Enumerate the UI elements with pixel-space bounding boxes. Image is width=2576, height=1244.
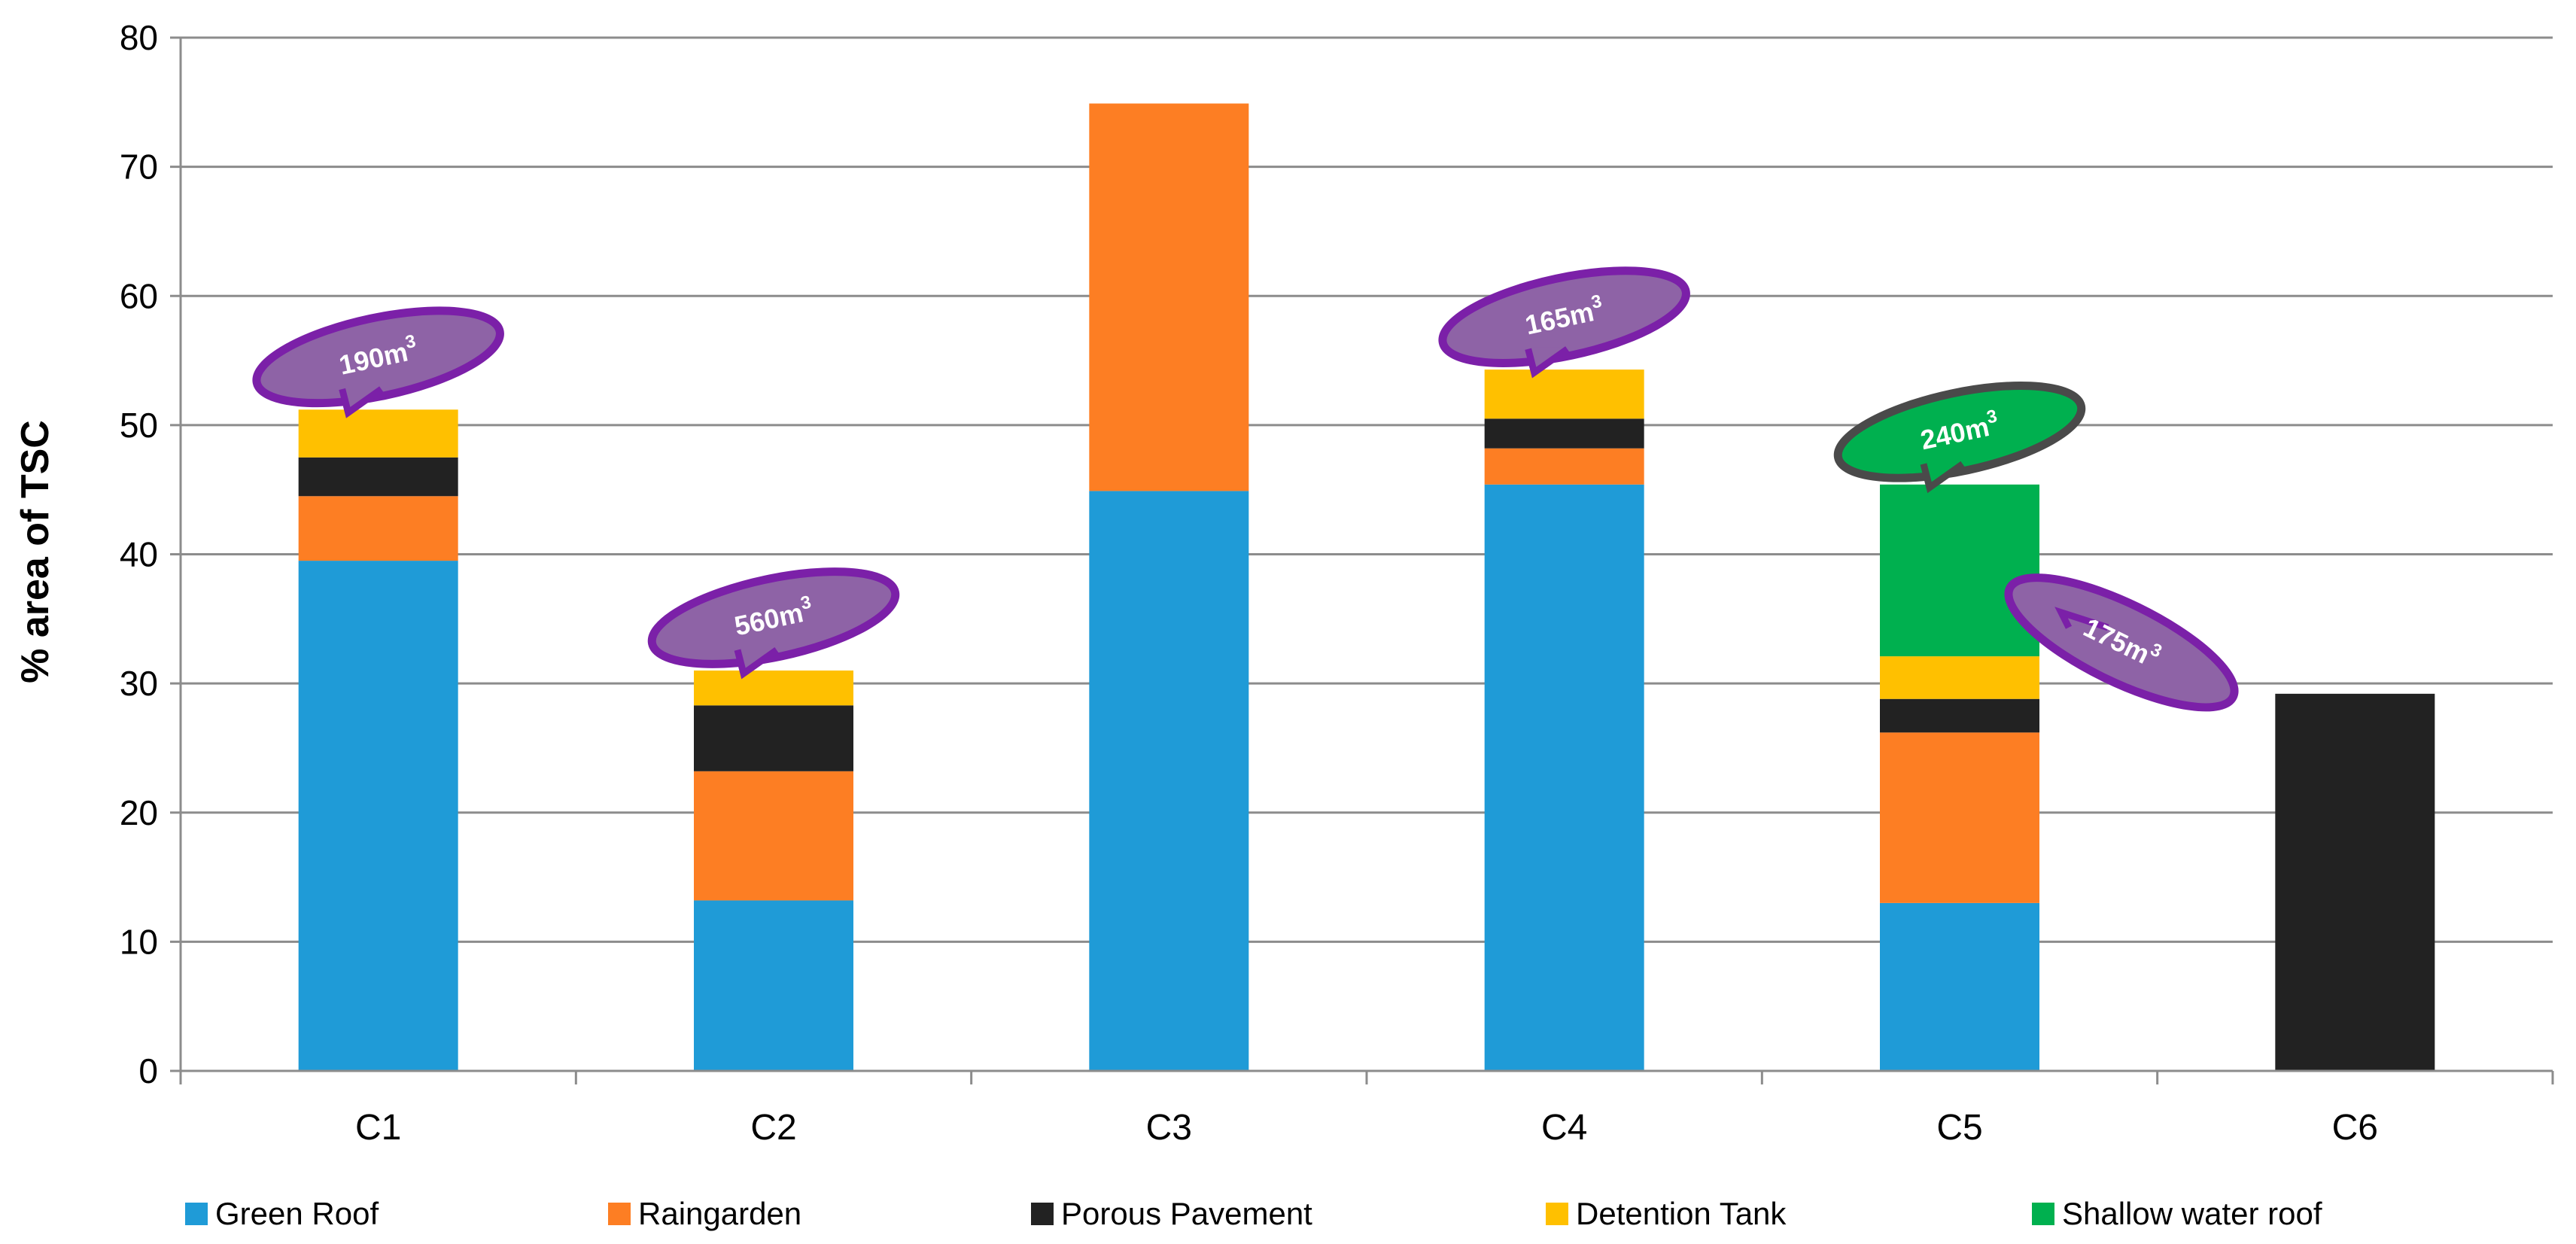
y-tick-label: 70: [120, 148, 158, 187]
legend-label: Raingarden: [638, 1196, 801, 1231]
bar-c5-green-roof: [1880, 902, 2039, 1071]
legend-label: Shallow water roof: [2062, 1196, 2322, 1231]
legend: Green Roof Raingarden Porous Pavement Deten…: [185, 1196, 2322, 1231]
x-tick-labels: C1 C2 C3 C4 C5 C6: [355, 1108, 2378, 1148]
legend-item-detention-tank: Detention Tank: [1546, 1196, 1787, 1231]
legend-swatch: [1546, 1203, 1568, 1225]
x-tick-label-c6: C6: [2332, 1108, 2378, 1148]
y-tick-label: 40: [120, 535, 158, 574]
bar-c1-green-roof: [298, 561, 458, 1071]
y-tick-label: 30: [120, 664, 158, 703]
callout-bubble: [1833, 381, 2086, 482]
callout-c5-240m: 240m3: [1833, 381, 2086, 494]
callout-c1-190m: 190m3: [252, 306, 504, 418]
bar-c2-detention-tank: [694, 670, 853, 706]
bar-c4-green-roof: [1484, 484, 1644, 1071]
gridlines: [170, 36, 2553, 1072]
bar-c1-raingarden: [298, 496, 458, 561]
bar-c4-detention-tank: [1484, 370, 1644, 419]
x-tick-label-c3: C3: [1146, 1108, 1192, 1148]
legend-swatch: [2032, 1203, 2054, 1225]
callout-bubble: [1438, 266, 1690, 367]
y-tick-label: 0: [138, 1051, 158, 1090]
y-tick-label: 20: [120, 793, 158, 832]
callout-tail-outline: [1920, 461, 1965, 494]
callout-tail-outline: [2054, 607, 2109, 631]
y-tick-label: 10: [120, 922, 158, 961]
bar-c5-shallow-water-roof: [1880, 484, 2039, 657]
callout-c5-175m: 175m3: [2004, 573, 2239, 712]
bar-c4-porous-pavement: [1484, 418, 1644, 449]
callout-c2-560m: 560m3: [647, 567, 900, 680]
callout-bubble: [252, 306, 504, 408]
bar-c2-porous-pavement: [694, 705, 853, 771]
bar-c4-raingarden: [1484, 448, 1644, 485]
x-tick-label-c5: C5: [1936, 1108, 1982, 1148]
callout-tail-outline: [1525, 346, 1570, 379]
bar-c1-porous-pavement: [298, 457, 458, 497]
y-tick-label: 80: [120, 18, 158, 57]
x-tick-label-c4: C4: [1541, 1108, 1587, 1148]
legend-swatch: [608, 1203, 631, 1225]
legend-label: Porous Pavement: [1061, 1196, 1312, 1231]
y-tick-label: 60: [120, 276, 158, 315]
y-tick-labels: 0 10 20 30 40 50 60 70 80: [120, 18, 158, 1090]
legend-item-raingarden: Raingarden: [608, 1196, 801, 1231]
bar-c5-porous-pavement: [1880, 698, 2039, 733]
bar-c5-raingarden: [1880, 732, 2039, 903]
legend-item-shallow-water-roof: Shallow water roof: [2032, 1196, 2322, 1231]
legend-label: Detention Tank: [1576, 1196, 1787, 1231]
x-tick-label-c1: C1: [355, 1108, 401, 1148]
callout-tail-outline: [734, 646, 779, 680]
legend-swatch: [1031, 1203, 1054, 1225]
bar-c3-raingarden: [1089, 103, 1249, 491]
legend-item-porous-pavement: Porous Pavement: [1031, 1196, 1312, 1231]
bar-c6-porous-pavement: [2275, 693, 2435, 1071]
callout-tail-outline: [339, 386, 384, 418]
callout-bubble: [647, 567, 900, 668]
bar-c2-raingarden: [694, 771, 853, 901]
legend-label: Green Roof: [215, 1196, 379, 1231]
y-axis-label: % area of TSC: [14, 420, 57, 683]
y-tick-label: 50: [120, 406, 158, 445]
bars: [298, 103, 2435, 1071]
callouts: 190m3 560m3 165m3 240m3 175m3: [252, 266, 2239, 712]
bar-c1-detention-tank: [298, 409, 458, 458]
axes: [179, 38, 2554, 1084]
legend-swatch: [185, 1203, 208, 1225]
callout-c4-165m: 165m3: [1438, 266, 1690, 379]
bar-c5-detention-tank: [1880, 656, 2039, 699]
bar-c2-green-roof: [694, 900, 853, 1071]
legend-item-green-roof: Green Roof: [185, 1196, 379, 1231]
x-tick-label-c2: C2: [750, 1108, 796, 1148]
bar-c3-green-roof: [1089, 491, 1249, 1071]
